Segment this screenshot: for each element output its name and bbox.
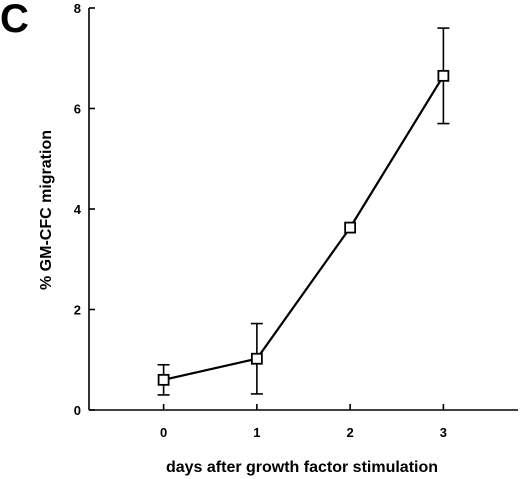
y-tick-label: 4 [74,202,82,217]
x-axis-title: days after growth factor stimulation [166,459,438,476]
x-tick-label: 3 [440,425,447,440]
data-point [250,352,263,365]
data-point [437,69,450,82]
panel-label: C [0,0,29,41]
x-tick-label: 2 [347,425,354,440]
data-point [344,221,357,234]
y-tick-label: 2 [74,303,81,318]
y-tick-label: 6 [74,102,81,117]
x-tick-label: 1 [253,425,260,440]
axes: 0 2 4 6 8 0 1 2 3 [74,1,518,440]
plot-marks [157,27,450,396]
x-tick-label: 0 [160,425,167,440]
data-point [157,373,170,386]
y-tick-label: 8 [74,1,81,16]
series-line [163,75,445,381]
y-axis-title: % GM-CFC migration [38,130,55,290]
y-tick-label: 0 [74,403,81,418]
